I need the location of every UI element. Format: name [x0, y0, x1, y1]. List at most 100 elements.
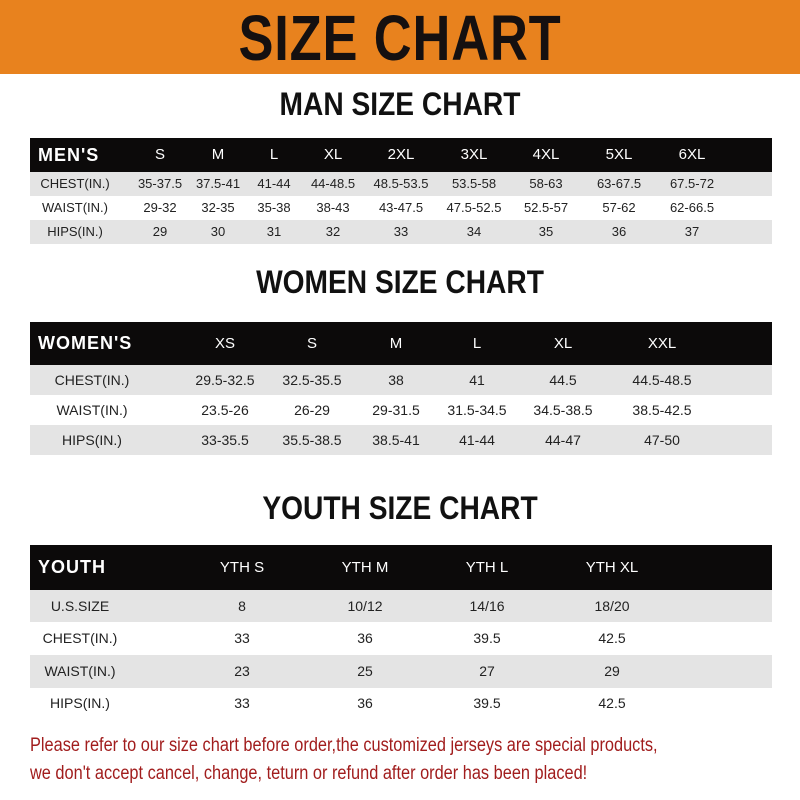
measurement-cell: 29.5-32.5	[195, 372, 255, 388]
measurement-cell: 23.5-26	[201, 402, 249, 418]
row-label: WAIST(IN.)	[44, 663, 116, 679]
measurement-cell: 52.5-57	[523, 200, 569, 215]
measurement-cell: 35-37.5	[137, 176, 183, 191]
table-row: HIPS(IN.) 33 36 39.5 42.5	[30, 688, 772, 718]
measurement-cell: 39.5	[473, 630, 501, 646]
table-row: U.S.SIZE 8 10/12 14/16 18/20	[30, 590, 772, 622]
measurement-cell: 31	[266, 224, 282, 239]
measurement-cell: 29-32	[143, 200, 177, 215]
measurement-cell: 41-44	[257, 176, 291, 191]
measurement-cell: 33	[234, 695, 250, 711]
disclaimer-line-1: Please refer to our size chart before or…	[30, 735, 658, 756]
size-header: YTH S	[219, 559, 265, 576]
header-label: MEN'S	[38, 145, 100, 165]
row-label: HIPS(IN.)	[62, 432, 122, 448]
youth-size-table: YOUTH YTH S YTH M YTH L YTH XL U.S.SIZE 8 10/12…	[30, 545, 772, 718]
youth-header-row: YOUTH YTH S YTH M YTH L YTH XL	[30, 545, 772, 590]
measurement-cell: 35-38	[257, 200, 291, 215]
header-label: WOMEN'S	[38, 333, 133, 353]
header-label: YOUTH	[38, 557, 106, 577]
measurement-cell: 29	[152, 224, 168, 239]
size-header: YTH M	[341, 559, 389, 576]
measurement-cell: 37	[684, 224, 700, 239]
table-row: WAIST(IN.) 29-32 32-35 35-38 38-43 43-47.5 47.…	[30, 196, 772, 220]
size-header: XL	[323, 146, 343, 163]
men-size-table: MEN'S S M L XL 2XL 3XL 4XL 5XL 6XL CHEST(IN.) 35-37…	[30, 138, 772, 244]
measurement-cell: 34	[466, 224, 482, 239]
measurement-cell: 29-31.5	[372, 402, 420, 418]
title-banner: SIZE CHART	[0, 0, 800, 74]
size-header: 4XL	[532, 146, 560, 163]
measurement-cell: 23	[234, 663, 250, 679]
measurement-cell: 37.5-41	[195, 176, 241, 191]
measurement-cell: 47-50	[644, 432, 680, 448]
measurement-cell: 34.5-38.5	[533, 402, 593, 418]
measurement-cell: 58-63	[529, 176, 563, 191]
size-header: S	[154, 146, 166, 163]
measurement-cell: 27	[479, 663, 495, 679]
table-row: CHEST(IN.) 33 36 39.5 42.5	[30, 622, 772, 655]
row-label: U.S.SIZE	[50, 598, 110, 614]
measurement-cell: 25	[357, 663, 373, 679]
size-header: M	[211, 146, 225, 163]
measurement-cell: 63-67.5	[596, 176, 642, 191]
size-header: XS	[214, 335, 236, 352]
measurement-cell: 44-47	[545, 432, 581, 448]
table-row: WAIST(IN.) 23.5-26 26-29 29-31.5 31.5-34.5 34…	[30, 395, 772, 425]
measurement-cell: 41-44	[459, 432, 495, 448]
size-header: XL	[553, 335, 573, 352]
women-size-table: WOMEN'S XS S M L XL XXL CHEST(IN.) 29.5-32.5 32.5…	[30, 322, 772, 455]
measurement-cell: 38.5-42.5	[632, 402, 692, 418]
size-header: 6XL	[678, 146, 706, 163]
measurement-cell: 41	[469, 372, 485, 388]
youth-section-title: YOUTH SIZE CHART	[262, 490, 538, 526]
disclaimer-line-2: we don't accept cancel, change, teturn o…	[30, 763, 588, 784]
measurement-cell: 42.5	[598, 695, 626, 711]
measurement-cell: 33	[393, 224, 409, 239]
measurement-cell: 38-43	[316, 200, 350, 215]
women-section-title: WOMEN SIZE CHART	[256, 264, 544, 300]
size-header: M	[389, 335, 403, 352]
measurement-cell: 44.5	[549, 372, 577, 388]
size-header: YTH XL	[585, 559, 639, 576]
size-header: 2XL	[387, 146, 415, 163]
table-row: CHEST(IN.) 29.5-32.5 32.5-35.5 38 41 44.5 44.5…	[30, 365, 772, 395]
measurement-cell: 35	[538, 224, 554, 239]
measurement-cell: 14/16	[469, 598, 505, 614]
measurement-cell: 43-47.5	[378, 200, 424, 215]
size-header: L	[269, 146, 279, 163]
measurement-cell: 33-35.5	[201, 432, 249, 448]
table-row: HIPS(IN.) 33-35.5 35.5-38.5 38.5-41 41-44 44-…	[30, 425, 772, 455]
size-header: L	[472, 335, 482, 352]
size-header: 3XL	[460, 146, 488, 163]
measurement-cell: 36	[357, 630, 373, 646]
measurement-cell: 36	[611, 224, 627, 239]
measurement-cell: 38	[388, 372, 404, 388]
measurement-cell: 44-48.5	[310, 176, 356, 191]
size-header: S	[306, 335, 318, 352]
measurement-cell: 32.5-35.5	[282, 372, 342, 388]
measurement-cell: 38.5-41	[372, 432, 420, 448]
measurement-cell: 10/12	[347, 598, 383, 614]
page-title: SIZE CHART	[238, 2, 562, 74]
measurement-cell: 53.5-58	[451, 176, 497, 191]
measurement-cell: 26-29	[294, 402, 330, 418]
size-header: 5XL	[605, 146, 633, 163]
women-header-row: WOMEN'S XS S M L XL XXL	[30, 322, 772, 365]
measurement-cell: 33	[234, 630, 250, 646]
row-label: CHEST(IN.)	[54, 372, 130, 388]
measurement-cell: 39.5	[473, 695, 501, 711]
men-header-row: MEN'S S M L XL 2XL 3XL 4XL 5XL 6XL	[30, 138, 772, 172]
row-label: HIPS(IN.)	[50, 695, 110, 711]
measurement-cell: 8	[238, 598, 246, 614]
table-row: WAIST(IN.) 23 25 27 29	[30, 655, 772, 688]
men-section-title: MAN SIZE CHART	[279, 86, 521, 122]
row-label: WAIST(IN.)	[56, 402, 128, 418]
measurement-cell: 30	[210, 224, 226, 239]
measurement-cell: 67.5-72	[669, 176, 715, 191]
measurement-cell: 31.5-34.5	[447, 402, 507, 418]
row-label: HIPS(IN.)	[47, 224, 103, 239]
row-label: CHEST(IN.)	[40, 176, 110, 191]
row-label: WAIST(IN.)	[42, 200, 108, 215]
measurement-cell: 44.5-48.5	[632, 372, 692, 388]
